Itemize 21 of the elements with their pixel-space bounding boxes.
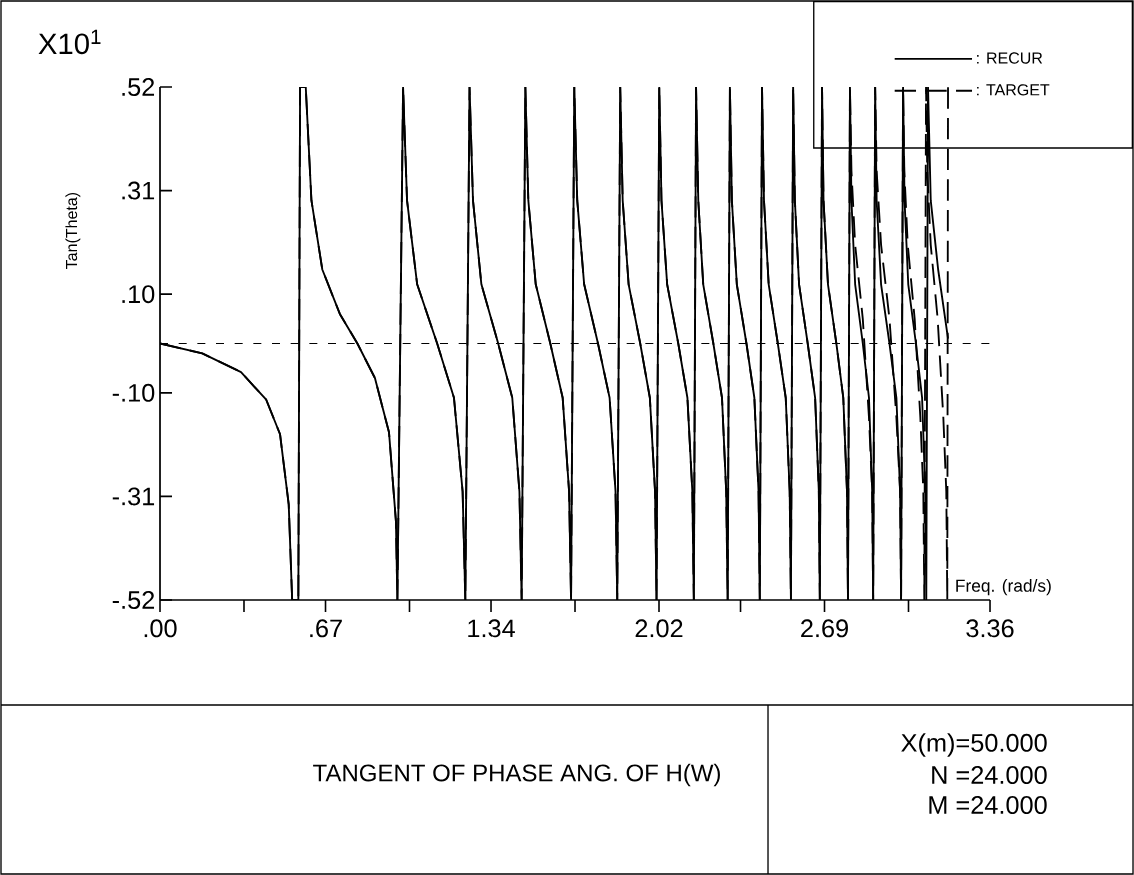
- y-tick-label: -.10: [112, 383, 155, 402]
- y-axis-title: Tan(Theta): [65, 192, 81, 269]
- text: N =24.000: [932, 766, 1047, 784]
- x-tick-label: 2.69: [801, 619, 848, 638]
- y-tick-label: -.31: [112, 487, 155, 506]
- x-tick-label: 1.34: [468, 619, 515, 638]
- x-tick-label: 2.02: [635, 619, 683, 638]
- y-tick-label: .52: [122, 78, 155, 96]
- text: X10$^{1}$: [38, 29, 101, 55]
- legend-label: : TARGET: [977, 84, 1050, 96]
- text: TANGENT OF PHASE ANG. OF H(W): [313, 763, 720, 787]
- x-axis-title: Freq. (rad/s): [956, 579, 1051, 596]
- y-tick-label: -.52: [112, 591, 155, 609]
- x-tick-label: 3.36: [966, 619, 1014, 638]
- x-tick-label: .00: [144, 619, 177, 638]
- text: M =24.000: [929, 796, 1047, 814]
- y-tick-label: .31: [122, 181, 155, 200]
- text: X(m)=50.000: [901, 733, 1047, 757]
- legend-label: : RECUR: [977, 52, 1043, 64]
- y-tick-label: .10: [122, 285, 155, 304]
- x-tick-label: .67: [310, 619, 342, 638]
